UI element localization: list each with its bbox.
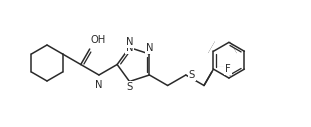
Text: N: N — [126, 37, 133, 46]
Text: S: S — [126, 82, 132, 92]
Text: F: F — [225, 64, 231, 74]
Text: N: N — [146, 43, 153, 53]
Text: S: S — [189, 70, 195, 80]
Text: N: N — [126, 43, 133, 53]
Text: N: N — [95, 80, 103, 90]
Text: OH: OH — [91, 35, 106, 45]
